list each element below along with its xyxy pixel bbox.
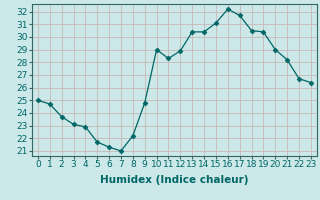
X-axis label: Humidex (Indice chaleur): Humidex (Indice chaleur) (100, 175, 249, 185)
